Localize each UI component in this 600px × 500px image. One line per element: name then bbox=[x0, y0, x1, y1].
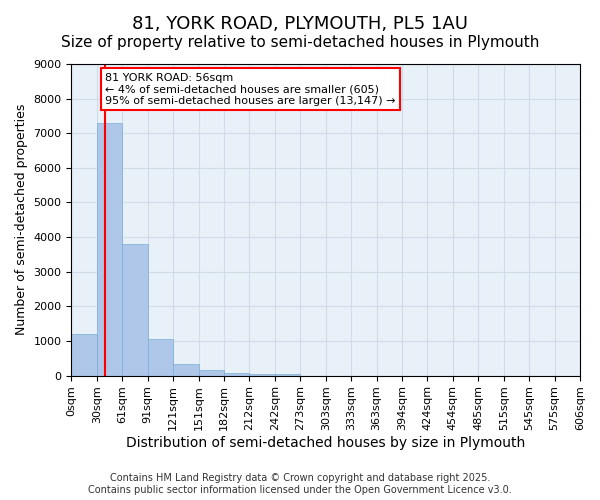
Bar bbox=[275, 374, 300, 376]
Text: 81 YORK ROAD: 56sqm
← 4% of semi-detached houses are smaller (605)
95% of semi-d: 81 YORK ROAD: 56sqm ← 4% of semi-detache… bbox=[105, 72, 396, 106]
Text: 81, YORK ROAD, PLYMOUTH, PL5 1AU: 81, YORK ROAD, PLYMOUTH, PL5 1AU bbox=[132, 15, 468, 33]
Text: Contains HM Land Registry data © Crown copyright and database right 2025.
Contai: Contains HM Land Registry data © Crown c… bbox=[88, 474, 512, 495]
Bar bbox=[199, 370, 224, 376]
Text: Size of property relative to semi-detached houses in Plymouth: Size of property relative to semi-detach… bbox=[61, 35, 539, 50]
Bar bbox=[224, 373, 250, 376]
Bar bbox=[173, 364, 199, 376]
Y-axis label: Number of semi-detached properties: Number of semi-detached properties bbox=[15, 104, 28, 336]
Bar bbox=[71, 334, 97, 376]
Bar bbox=[97, 123, 122, 376]
X-axis label: Distribution of semi-detached houses by size in Plymouth: Distribution of semi-detached houses by … bbox=[126, 436, 526, 450]
Bar bbox=[148, 339, 173, 376]
Bar bbox=[122, 244, 148, 376]
Bar bbox=[250, 374, 275, 376]
